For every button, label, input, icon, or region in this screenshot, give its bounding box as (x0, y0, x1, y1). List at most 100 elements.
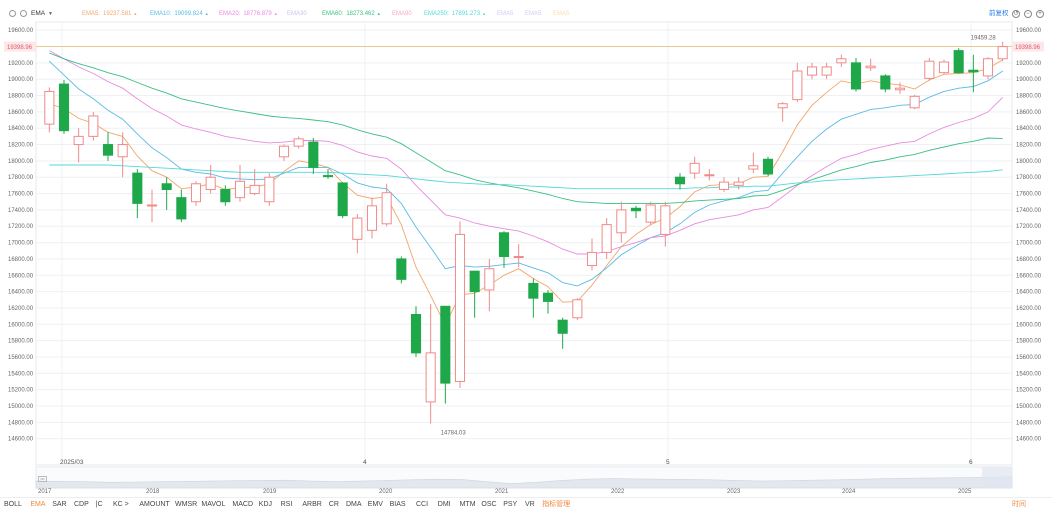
candle-body[interactable] (586, 251, 598, 266)
price-chart[interactable]: 19600.0019600.0019400.0019400.0019200.00… (0, 0, 1052, 497)
candle-body[interactable] (880, 75, 891, 90)
candle-body[interactable] (205, 176, 216, 190)
candle-body[interactable] (264, 176, 275, 203)
navigator-window[interactable] (982, 467, 1012, 488)
candle-body[interactable] (601, 224, 612, 253)
candle-body[interactable] (88, 115, 99, 137)
candle-body[interactable] (821, 66, 832, 76)
candle-body[interactable] (689, 162, 700, 174)
candle-body[interactable] (58, 83, 70, 132)
candle-body[interactable] (381, 192, 392, 225)
candle-body[interactable] (278, 145, 290, 158)
candle-body[interactable] (836, 58, 847, 64)
candle-body[interactable] (249, 184, 260, 195)
tab-7[interactable]: WMSR (175, 501, 198, 508)
candle-body[interactable] (557, 319, 568, 334)
candle-body[interactable] (528, 282, 539, 299)
candle-body[interactable] (630, 207, 642, 212)
tab-13[interactable]: CR (328, 501, 339, 508)
tab-20[interactable]: OSC (481, 501, 497, 508)
tab-14[interactable]: DMA (346, 501, 362, 508)
tab-22[interactable]: VR (525, 501, 535, 508)
candle-body[interactable] (894, 87, 906, 91)
tab-17[interactable]: CCI (416, 501, 429, 508)
candle-body[interactable] (425, 352, 436, 403)
tab-2[interactable]: SAR (52, 501, 67, 508)
candle-body[interactable] (909, 95, 920, 109)
restore-rights-button[interactable]: 前复权 (989, 10, 1009, 17)
candle-body[interactable] (572, 299, 583, 319)
candle-body[interactable] (924, 60, 935, 79)
candle-body[interactable] (718, 181, 730, 190)
tab-18[interactable]: DMI (437, 501, 451, 508)
candle-body[interactable] (396, 258, 407, 280)
tab-23[interactable]: 指标管理 (542, 501, 571, 508)
candle-body[interactable] (674, 176, 686, 185)
candle-body[interactable] (176, 197, 187, 220)
candle-body[interactable] (410, 313, 422, 354)
tab-11[interactable]: RSI (280, 501, 293, 508)
settings-icon[interactable] (9, 10, 16, 17)
candle-body[interactable] (484, 268, 495, 291)
candle-body[interactable] (498, 232, 510, 257)
candle-body[interactable] (542, 292, 554, 302)
candle-body[interactable] (806, 66, 818, 76)
navigator-handle[interactable]: ••• (38, 476, 47, 482)
candle-body[interactable] (733, 181, 744, 186)
candle-body[interactable] (513, 255, 524, 258)
time-button[interactable]: 时间 (1012, 501, 1026, 508)
tab-4[interactable]: |C (95, 501, 103, 508)
candle-body[interactable] (850, 62, 862, 90)
candle-body[interactable] (102, 144, 114, 156)
candle-body[interactable] (44, 90, 55, 125)
tab-6[interactable]: AMOUNT (139, 501, 170, 508)
candle-body[interactable] (645, 204, 656, 223)
tab-10[interactable]: KDJ (258, 501, 273, 508)
tab-0[interactable]: BOLL (4, 501, 22, 508)
candle-body[interactable] (704, 174, 715, 177)
candle-body[interactable] (220, 188, 231, 203)
candle-body[interactable] (469, 270, 480, 293)
candle-body[interactable] (117, 144, 128, 158)
tab-21[interactable]: PSY (503, 501, 518, 508)
candle-body[interactable] (366, 205, 378, 231)
tab-5[interactable]: KC > (113, 501, 129, 508)
zoom-in-icon[interactable]: + (1036, 10, 1044, 18)
candle-body[interactable] (146, 204, 158, 207)
candle-body[interactable] (938, 61, 950, 74)
candle-body[interactable] (190, 183, 202, 203)
tab-12[interactable]: ARBR (302, 501, 322, 508)
candle-body[interactable] (997, 46, 1008, 60)
zoom-out-icon[interactable]: − (1024, 10, 1032, 18)
candle-body[interactable] (322, 175, 334, 178)
tab-9[interactable]: MACD (232, 501, 254, 508)
candle-body[interactable] (352, 217, 363, 240)
chevron-down-icon[interactable]: ▼ (48, 11, 53, 17)
candle-body[interactable] (660, 205, 671, 235)
candle-body[interactable] (161, 183, 172, 190)
tab-19[interactable]: MTM (459, 501, 476, 508)
candle-body[interactable] (308, 141, 319, 168)
candle-body[interactable] (454, 233, 466, 382)
tab-15[interactable]: EMV (367, 501, 383, 508)
tab-8[interactable]: MAVOL (201, 501, 226, 508)
tab-3[interactable]: CDP (74, 501, 89, 508)
candle-body[interactable] (792, 70, 803, 101)
refresh-icon[interactable]: ↺ (1012, 10, 1020, 18)
candle-body[interactable] (865, 65, 876, 69)
candle-body[interactable] (73, 135, 84, 146)
candle-body[interactable] (748, 165, 759, 170)
tab-16[interactable]: BIAS (389, 501, 406, 508)
candle-body[interactable] (777, 103, 788, 109)
tab-1[interactable]: EMA (30, 501, 46, 508)
indicator-name[interactable]: EMA (31, 10, 46, 17)
candle-body[interactable] (293, 138, 304, 147)
eye-icon[interactable] (20, 10, 27, 17)
candle-body[interactable] (762, 158, 774, 175)
candle-body[interactable] (440, 305, 451, 384)
candle-body[interactable] (234, 180, 246, 199)
candle-body[interactable] (968, 69, 979, 73)
candle-body[interactable] (616, 209, 627, 234)
candle-body[interactable] (982, 58, 994, 77)
candle-body[interactable] (337, 182, 348, 217)
